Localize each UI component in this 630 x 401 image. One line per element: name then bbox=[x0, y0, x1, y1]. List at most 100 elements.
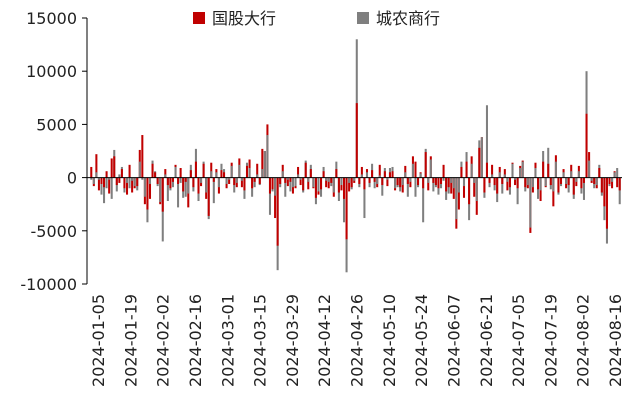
bar-chengnong bbox=[205, 177, 208, 193]
bar-chengnong bbox=[616, 168, 619, 178]
bar-guogu bbox=[202, 163, 205, 178]
bar-chengnong bbox=[618, 177, 621, 205]
bar-guogu bbox=[473, 177, 476, 197]
bar-chengnong bbox=[473, 177, 476, 183]
bar-guogu bbox=[151, 163, 154, 178]
bar-chengnong bbox=[110, 177, 113, 199]
bar-guogu bbox=[141, 135, 144, 178]
bar-chengnong bbox=[547, 147, 550, 178]
bar-guogu bbox=[537, 177, 540, 190]
bar-guogu bbox=[184, 177, 187, 182]
bar-guogu bbox=[279, 177, 282, 184]
bar-guogu bbox=[440, 177, 443, 184]
bar-chengnong bbox=[171, 177, 174, 188]
y-tick-label: -5000 bbox=[31, 222, 78, 241]
bar-guogu bbox=[342, 177, 346, 199]
x-axis: 2024-01-05 2024-01-19 2024-02-02 2024-02-16… bbox=[89, 294, 625, 387]
bars-group bbox=[90, 39, 621, 273]
bar-guogu bbox=[337, 177, 340, 193]
bar-chengnong bbox=[143, 177, 146, 197]
bar-guogu bbox=[506, 177, 509, 191]
bar-guogu bbox=[524, 177, 527, 188]
bar-guogu bbox=[120, 169, 123, 178]
x-tick-label: 2024-06-07 bbox=[444, 294, 463, 387]
bar-guogu bbox=[457, 177, 460, 210]
bar-chengnong bbox=[299, 177, 302, 180]
bar-guogu bbox=[131, 177, 134, 193]
y-tick-label: 10000 bbox=[26, 62, 77, 81]
bar-guogu bbox=[220, 170, 223, 178]
bar-chengnong bbox=[312, 177, 315, 188]
x-tick-label: 2024-07-19 bbox=[541, 294, 560, 387]
bar-chengnong bbox=[128, 177, 131, 189]
bar-guogu bbox=[396, 177, 399, 186]
bar-chengnong bbox=[240, 177, 243, 181]
bar-chengnong bbox=[294, 177, 297, 187]
bar-guogu bbox=[496, 177, 499, 194]
bar-guogu bbox=[154, 172, 157, 178]
bar-guogu bbox=[256, 163, 259, 178]
legend-swatch-guogu bbox=[193, 12, 205, 24]
bar-guogu bbox=[378, 164, 381, 178]
bar-chengnong bbox=[501, 177, 504, 194]
bar-chengnong bbox=[212, 177, 215, 204]
bar-guogu bbox=[491, 164, 494, 178]
bar-guogu bbox=[608, 177, 611, 184]
bar-chengnong bbox=[529, 177, 532, 228]
bar-guogu bbox=[189, 170, 192, 178]
bar-guogu bbox=[156, 177, 159, 184]
x-tick-label: 2024-02-16 bbox=[186, 294, 205, 387]
bar-chengnong bbox=[118, 174, 121, 178]
bar-chengnong bbox=[291, 177, 294, 188]
bar-guogu bbox=[179, 168, 182, 178]
bar-chengnong bbox=[457, 177, 460, 193]
bar-guogu bbox=[286, 177, 289, 187]
bar-guogu bbox=[605, 177, 608, 229]
bar-chengnong bbox=[184, 177, 187, 197]
bar-chengnong bbox=[281, 171, 284, 178]
bar-chengnong bbox=[386, 177, 389, 180]
bar-chengnong bbox=[340, 177, 343, 186]
bar-guogu bbox=[445, 177, 448, 192]
bar-chengnong bbox=[373, 177, 376, 189]
bar-guogu bbox=[552, 177, 555, 207]
legend-swatch-chengnong bbox=[357, 12, 369, 24]
bar-chengnong bbox=[409, 177, 412, 182]
bar-guogu bbox=[90, 166, 93, 178]
bar-chengnong bbox=[174, 166, 177, 178]
bar-chengnong bbox=[256, 174, 259, 178]
x-tick-label: 2024-06-21 bbox=[477, 294, 496, 387]
bar-guogu bbox=[271, 177, 274, 190]
bar-guogu bbox=[148, 177, 152, 199]
bar-chengnong bbox=[95, 172, 98, 178]
bar-chengnong bbox=[427, 177, 430, 183]
bar-chengnong bbox=[442, 177, 445, 181]
bar-guogu bbox=[223, 172, 226, 178]
bar-chengnong bbox=[422, 177, 425, 223]
bar-guogu bbox=[570, 164, 573, 178]
bar-guogu bbox=[182, 177, 185, 192]
bar-chengnong bbox=[381, 177, 384, 196]
bar-guogu bbox=[243, 177, 246, 191]
bar-chengnong bbox=[455, 177, 458, 220]
bar-guogu bbox=[611, 177, 614, 189]
bar-guogu bbox=[447, 177, 450, 188]
bar-chengnong bbox=[534, 168, 537, 178]
bar-guogu bbox=[582, 177, 585, 183]
bar-guogu bbox=[493, 177, 496, 186]
bar-guogu bbox=[542, 161, 545, 178]
bar-chengnong bbox=[159, 177, 162, 203]
bar-guogu bbox=[424, 152, 427, 178]
bar-chengnong bbox=[187, 177, 190, 194]
x-tick-label: 2024-05-24 bbox=[412, 294, 431, 387]
bar-guogu bbox=[580, 177, 583, 189]
bar-chengnong bbox=[539, 177, 542, 191]
bar-chengnong bbox=[554, 161, 557, 178]
bar-guogu bbox=[322, 171, 325, 178]
bar-guogu bbox=[600, 177, 603, 193]
bar-guogu bbox=[302, 177, 305, 191]
bar-chengnong bbox=[235, 177, 238, 183]
bar-chengnong bbox=[166, 177, 169, 202]
y-axis: 15000 10000 5000 0 -5000 -10000 bbox=[20, 9, 87, 294]
legend-label-chengnong: 城农商行 bbox=[376, 9, 440, 28]
